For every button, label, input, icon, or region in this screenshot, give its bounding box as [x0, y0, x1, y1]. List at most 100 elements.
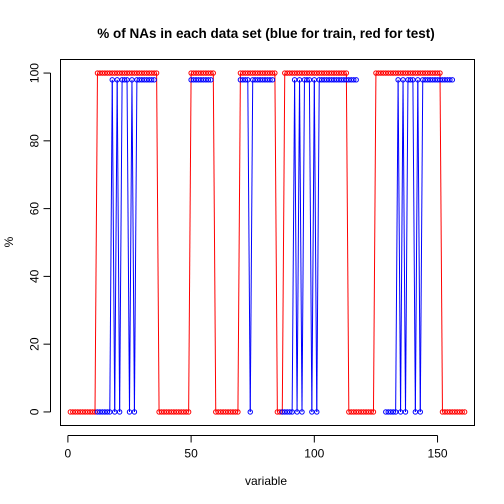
series-segment: [311, 79, 315, 412]
x-axis-label: variable: [245, 474, 287, 488]
series-segment: [412, 79, 416, 412]
data-point: [144, 70, 150, 76]
data-point: [410, 77, 416, 83]
series-segment: [126, 79, 130, 412]
data-point: [94, 70, 101, 76]
data-point: [442, 77, 448, 83]
data-point: [222, 409, 229, 415]
data-point: [434, 77, 441, 83]
data-point: [294, 409, 300, 415]
y-tick-label: 40: [28, 269, 42, 283]
data-point: [89, 409, 96, 415]
data-point: [282, 409, 288, 415]
data-point: [237, 77, 244, 83]
data-point: [358, 409, 364, 415]
data-point: [417, 70, 423, 76]
data-point: [415, 70, 421, 76]
data-point: [220, 409, 226, 415]
data-point: [139, 70, 145, 76]
data-point: [338, 77, 345, 83]
series-segment: [395, 79, 399, 412]
data-point: [262, 77, 268, 83]
data-point: [102, 409, 108, 415]
x-tick-label: 150: [428, 447, 448, 461]
series-1: [94, 77, 456, 415]
series-segment: [114, 79, 118, 412]
data-point: [333, 70, 340, 76]
data-point: [284, 70, 290, 76]
data-point: [205, 70, 212, 76]
data-point: [299, 70, 305, 76]
data-point: [203, 77, 209, 83]
data-point: [205, 77, 212, 83]
data-point: [309, 409, 315, 415]
data-point: [306, 77, 313, 83]
data-point: [158, 409, 165, 415]
data-point: [439, 77, 446, 83]
series-segment: [129, 79, 133, 412]
data-point: [176, 409, 182, 415]
data-point: [341, 77, 347, 83]
data-point: [291, 77, 298, 83]
data-point: [338, 70, 345, 76]
data-point: [247, 70, 253, 76]
y-tick-label: 20: [28, 337, 42, 351]
data-point: [360, 409, 367, 415]
data-point: [121, 77, 128, 83]
data-point: [250, 77, 256, 83]
data-point: [114, 77, 120, 83]
data-point: [415, 77, 421, 83]
data-point: [200, 70, 207, 76]
data-point: [267, 77, 273, 83]
data-point: [168, 409, 175, 415]
data-point: [447, 77, 453, 83]
data-point: [195, 77, 202, 83]
data-point: [104, 70, 111, 76]
data-point: [437, 70, 443, 76]
data-point: [412, 70, 419, 76]
data-point: [148, 77, 155, 83]
data-point: [124, 70, 130, 76]
data-point: [97, 70, 103, 76]
data-point: [112, 409, 118, 415]
data-point: [314, 409, 320, 415]
data-point: [432, 70, 438, 76]
data-point: [402, 409, 409, 415]
data-point: [351, 77, 357, 83]
data-point: [193, 77, 199, 83]
series-segment: [188, 73, 192, 412]
data-point: [104, 409, 111, 415]
data-point: [447, 409, 453, 415]
data-point: [136, 77, 143, 83]
data-point: [131, 409, 138, 415]
series-segment: [249, 79, 254, 412]
data-point: [190, 70, 197, 76]
data-point: [198, 70, 204, 76]
data-point: [166, 409, 172, 415]
series-segment: [402, 79, 406, 412]
data-point: [437, 77, 443, 83]
data-point: [432, 77, 438, 83]
data-point: [163, 409, 170, 415]
data-point: [388, 409, 394, 415]
series-segment: [316, 79, 320, 412]
series-segment: [237, 73, 241, 412]
data-point: [173, 409, 180, 415]
data-point: [395, 70, 401, 76]
data-point: [400, 70, 406, 76]
data-point: [368, 409, 374, 415]
data-point: [277, 409, 283, 415]
data-point: [198, 77, 204, 83]
data-point: [274, 409, 281, 415]
data-point: [269, 77, 276, 83]
data-point: [193, 70, 199, 76]
data-point: [156, 409, 162, 415]
x-tick-label: 100: [304, 447, 324, 461]
series-0: [67, 70, 468, 415]
data-point: [461, 409, 468, 415]
data-point: [427, 70, 433, 76]
series-segment: [94, 73, 98, 412]
data-point: [331, 70, 337, 76]
data-point: [420, 77, 426, 83]
data-point: [452, 409, 458, 415]
